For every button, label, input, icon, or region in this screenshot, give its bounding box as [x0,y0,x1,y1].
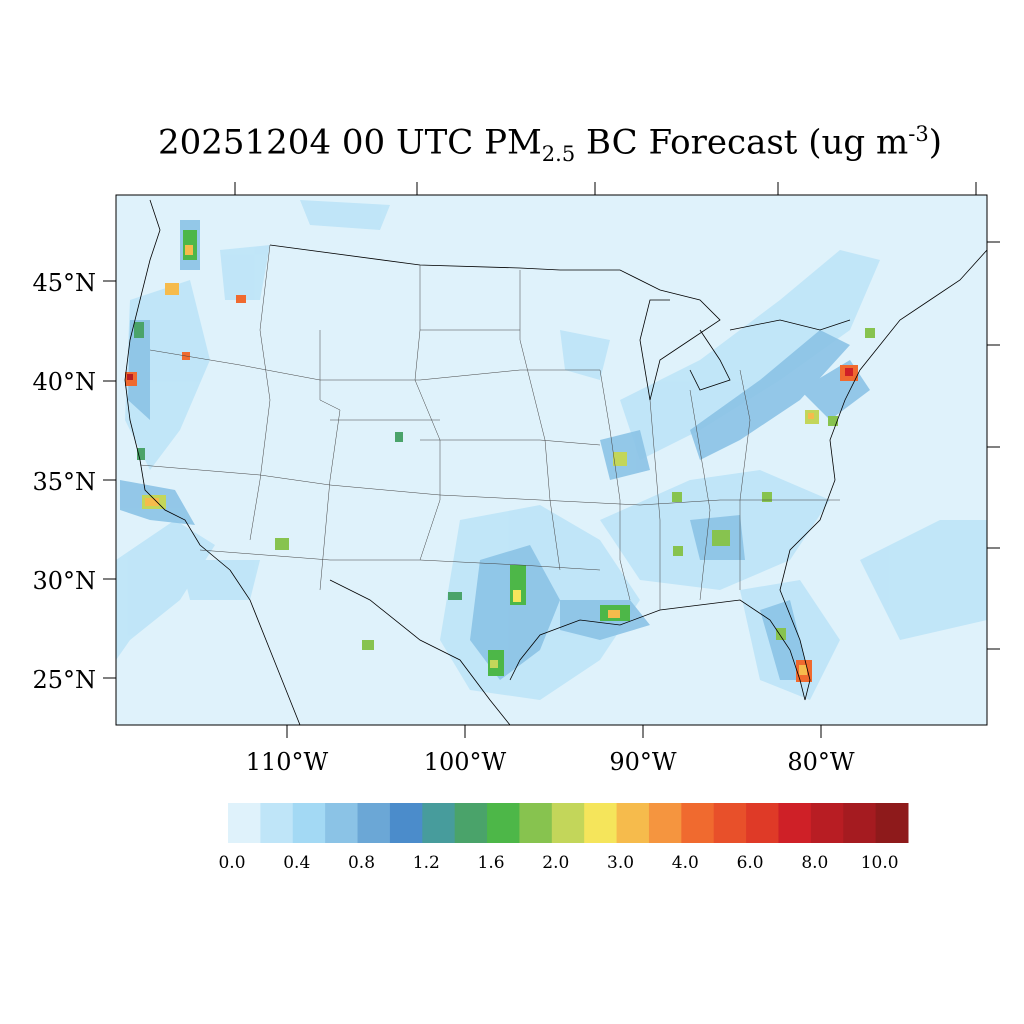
colorbar-swatch [487,803,520,843]
colorbar-swatch [713,803,747,843]
concentration-field-high [125,230,875,682]
lon-label-110w: 110°W [246,748,329,776]
colorbar-label: 0.0 [218,853,245,873]
colorbar-swatch [875,803,909,843]
axis-ticks [103,182,1000,738]
lat-label-25n: 25°N [32,666,96,694]
lon-label-80w: 80°W [787,748,855,776]
colorbar-label: 0.8 [348,853,375,873]
colorbar-label: 0.4 [283,853,310,873]
colorbar-swatch [843,803,877,843]
colorbar [228,803,909,843]
title-prefix: 20251204 00 UTC PM [158,122,542,163]
colorbar-swatch [422,803,456,843]
title-suffix: ) [928,122,942,163]
colorbar-label: 4.0 [672,853,699,873]
colorbar-label: 1.6 [478,853,505,873]
colorbar-swatch [616,803,650,843]
colorbar-label: 1.2 [413,853,440,873]
lat-label-40n: 40°N [32,368,96,396]
map-area [116,195,987,725]
lat-label-30n: 30°N [32,567,96,595]
colorbar-swatch [228,803,261,843]
colorbar-swatch [648,803,682,843]
map-frame [115,194,988,726]
colorbar-swatch [325,803,359,843]
geographic-boundaries [124,199,987,725]
lon-label-100w: 100°W [424,748,507,776]
colorbar-swatch [551,803,585,843]
colorbar-label: 3.0 [607,853,634,873]
colorbar-swatch [454,803,488,843]
title-subscript: 2.5 [541,142,576,167]
map-title: 20251204 00 UTC PM2.5 BC Forecast (ug m-… [0,122,1024,166]
colorbar-swatch [746,803,779,843]
colorbar-swatch [778,803,812,843]
colorbar-label: 2.0 [542,853,569,873]
colorbar-swatch [810,803,844,843]
colorbar-label: 10.0 [861,853,899,873]
lat-label-35n: 35°N [32,468,96,496]
lat-label-45n: 45°N [32,269,96,297]
colorbar-labels: 0.0 0.4 0.8 1.2 1.6 2.0 3.0 4.0 6.0 8.0 10.0 [218,853,898,873]
colorbar-swatch [357,803,391,843]
title-middle: BC Forecast (ug m [575,122,909,163]
colorbar-swatch [584,803,618,843]
lon-label-90w: 90°W [609,748,677,776]
colorbar-label: 6.0 [737,853,764,873]
colorbar-swatch [260,803,294,843]
longitude-labels: 110°W 100°W 90°W 80°W [246,748,855,776]
title-superscript: -3 [908,122,929,146]
latitude-labels: 45°N 40°N 35°N 30°N 25°N [32,269,96,694]
state-boundaries [139,244,840,610]
colorbar-swatch [681,803,715,843]
colorbar-label: 8.0 [801,853,828,873]
colorbar-swatch [519,803,553,843]
colorbar-swatch [292,803,326,843]
colorbar-swatch [389,803,423,843]
